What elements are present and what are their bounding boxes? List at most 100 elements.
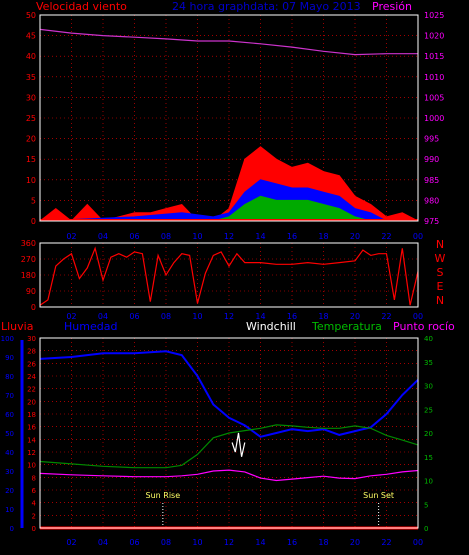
x-tick-label: 20 bbox=[350, 538, 360, 547]
humidity-tick-label: 70 bbox=[5, 392, 14, 400]
top-series bbox=[38, 28, 419, 222]
temp-right-tick-label: 20 bbox=[424, 430, 433, 438]
x-tick-label: 04 bbox=[98, 312, 108, 321]
y-left-tick-label: 25 bbox=[26, 114, 36, 123]
x-tick-label: 06 bbox=[129, 232, 139, 241]
legend-humidity: Humedad bbox=[64, 320, 117, 333]
humidity-tick-label: 60 bbox=[5, 411, 14, 419]
legend-dewpoint: Punto rocío bbox=[393, 320, 455, 333]
y-left-tick-label: 10 bbox=[26, 176, 36, 185]
temp-left-tick-label: 4 bbox=[32, 500, 37, 508]
y-left-tick-label: 35 bbox=[26, 73, 36, 82]
y-right-tick-label: 1010 bbox=[424, 73, 444, 82]
chart-title: 24 hora graphdata: 07 Mayo 2013 bbox=[172, 0, 361, 13]
x-tick-label: 22 bbox=[381, 538, 391, 547]
compass-label: S bbox=[437, 266, 444, 279]
y-right-tick-label: 995 bbox=[424, 135, 439, 144]
humidity-tick-label: 50 bbox=[5, 430, 14, 438]
y-right-tick-label: 980 bbox=[424, 196, 439, 205]
temp-right-tick-label: 0 bbox=[424, 525, 428, 533]
temp-left-tick-label: 24 bbox=[27, 373, 36, 381]
temp-right-tick-label: 10 bbox=[424, 478, 433, 486]
temp-left-tick-label: 26 bbox=[27, 360, 36, 368]
bottom-series bbox=[39, 350, 419, 530]
x-tick-label: 16 bbox=[287, 538, 297, 547]
direction-tick-label: 360 bbox=[21, 239, 36, 248]
temp-left-tick-label: 10 bbox=[27, 462, 36, 470]
x-tick-label: 10 bbox=[192, 312, 202, 321]
temp-left-tick-label: 6 bbox=[32, 487, 37, 495]
sun-set-label: Sun Set bbox=[363, 491, 394, 500]
temp-left-tick-label: 28 bbox=[27, 348, 36, 356]
x-tick-label: 16 bbox=[287, 312, 297, 321]
direction-series bbox=[39, 246, 419, 306]
x-tick-label: 04 bbox=[98, 538, 108, 547]
x-tick-label: 20 bbox=[350, 312, 360, 321]
direction-tick-label: 180 bbox=[21, 271, 36, 280]
x-tick-label: 10 bbox=[192, 232, 202, 241]
humidity-tick-label: 0 bbox=[10, 525, 14, 533]
x-tick-label: 22 bbox=[381, 312, 391, 321]
x-tick-label: 04 bbox=[98, 232, 108, 241]
y-right-tick-label: 975 bbox=[424, 217, 439, 226]
x-tick-label: 02 bbox=[66, 538, 76, 547]
x-tick-label: 06 bbox=[129, 312, 139, 321]
pressure-line bbox=[39, 28, 418, 56]
x-tick-label: 12 bbox=[224, 232, 234, 241]
temp-right-tick-label: 5 bbox=[424, 501, 428, 509]
temp-left-tick-label: 14 bbox=[27, 436, 36, 444]
y-left-tick-label: 50 bbox=[26, 11, 36, 20]
x-tick-label: 00 bbox=[413, 538, 423, 547]
y-left-tick-label: 15 bbox=[26, 155, 36, 164]
x-tick-label: 02 bbox=[66, 312, 76, 321]
temp-left-tick-label: 12 bbox=[27, 449, 36, 457]
top-plot-frame bbox=[39, 14, 419, 222]
x-tick-label: 02 bbox=[66, 232, 76, 241]
temp-left-tick-label: 30 bbox=[27, 335, 36, 343]
y-left-tick-label: 20 bbox=[26, 135, 36, 144]
humidity-tick-label: 40 bbox=[5, 449, 14, 457]
temp-right-tick-label: 40 bbox=[424, 335, 433, 343]
x-tick-label: 06 bbox=[129, 538, 139, 547]
x-tick-label: 12 bbox=[224, 538, 234, 547]
temp-right-tick-label: 30 bbox=[424, 383, 433, 391]
temperature-line bbox=[39, 424, 419, 469]
compass-label: N bbox=[436, 294, 444, 307]
legend-temperature: Temperatura bbox=[311, 320, 382, 333]
x-tick-label: 18 bbox=[318, 312, 328, 321]
y-right-tick-label: 1005 bbox=[424, 93, 444, 102]
temp-right-tick-label: 35 bbox=[424, 359, 433, 367]
top-tick-labels: 0510152025303540455097598098599099510001… bbox=[26, 11, 445, 241]
y-right-tick-label: 990 bbox=[424, 155, 439, 164]
compass-label: W bbox=[435, 252, 446, 265]
direction-tick-label: 90 bbox=[26, 287, 36, 296]
top-grid bbox=[40, 15, 418, 221]
temp-right-tick-label: 15 bbox=[424, 454, 433, 462]
compass-label: E bbox=[437, 280, 444, 293]
y-left-tick-label: 30 bbox=[26, 93, 36, 102]
dewpoint-line bbox=[39, 469, 419, 482]
direction-tick-label: 270 bbox=[21, 255, 36, 264]
legend-windchill: Windchill bbox=[246, 320, 296, 333]
x-tick-label: 08 bbox=[161, 232, 171, 241]
bottom-plot-frame bbox=[39, 337, 419, 529]
x-tick-label: 00 bbox=[413, 232, 423, 241]
x-tick-label: 12 bbox=[224, 312, 234, 321]
x-tick-label: 18 bbox=[318, 538, 328, 547]
direction-plot-frame bbox=[39, 242, 419, 308]
x-tick-label: 22 bbox=[381, 232, 391, 241]
temp-left-tick-label: 16 bbox=[27, 424, 36, 432]
temp-right-tick-label: 25 bbox=[424, 406, 433, 414]
x-tick-label: 10 bbox=[192, 538, 202, 547]
x-tick-label: 14 bbox=[255, 312, 265, 321]
temp-left-tick-label: 18 bbox=[27, 411, 36, 419]
wind-pressure-panel: Velocidad viento 24 hora graphdata: 07 M… bbox=[26, 0, 445, 241]
x-tick-label: 20 bbox=[350, 232, 360, 241]
wind-direction-line bbox=[39, 246, 419, 306]
x-tick-label: 18 bbox=[318, 232, 328, 241]
direction-tick-label: 0 bbox=[31, 303, 36, 312]
sun-rise-label: Sun Rise bbox=[146, 491, 181, 500]
humidity-tick-label: 100 bbox=[1, 335, 14, 343]
